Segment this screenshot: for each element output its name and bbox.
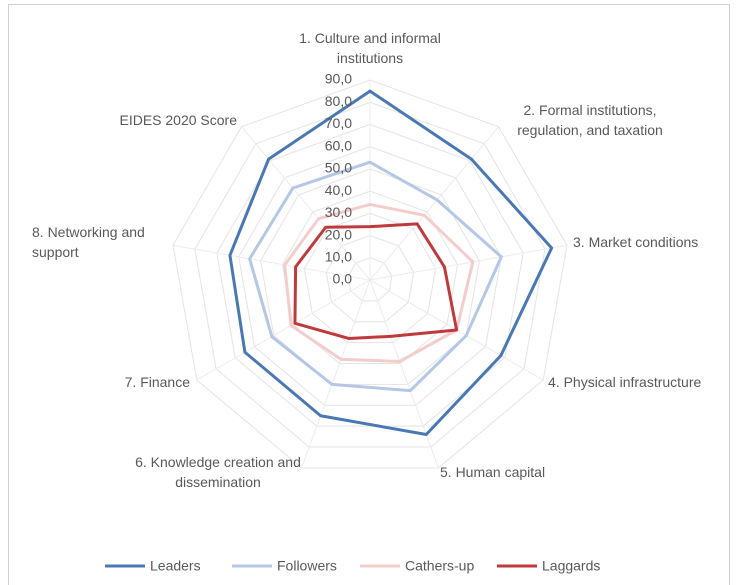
- r-tick-label: 80,0: [325, 93, 352, 109]
- spoke: [172, 244, 371, 281]
- axis-label: 8. Networking and support: [32, 224, 145, 260]
- spoke: [301, 279, 371, 469]
- grid-ring: [216, 123, 524, 427]
- axis-label: 3. Market conditions: [573, 234, 699, 250]
- legend-label: Leaders: [150, 558, 201, 574]
- axis-label: 6. Knowledge creation and dissemination: [135, 454, 301, 490]
- spoke: [196, 279, 371, 381]
- series-line: [283, 202, 475, 363]
- spoke: [241, 126, 371, 281]
- r-tick-label: 40,0: [325, 182, 352, 198]
- r-tick-label: 70,0: [325, 115, 352, 131]
- grid-ring: [325, 235, 415, 323]
- axis-label: EIDES 2020 Score: [119, 112, 237, 128]
- r-tick-label: 30,0: [325, 204, 352, 220]
- axis-label: 1. Culture and informal institutions: [299, 30, 441, 66]
- r-tick-label: 10,0: [325, 248, 352, 264]
- r-tick-label: 0,0: [333, 271, 353, 287]
- grid-ring: [194, 101, 546, 448]
- spoke: [369, 126, 499, 281]
- chart-frame: [8, 4, 730, 585]
- grid-ring: [303, 212, 437, 344]
- legend-label: Cathers-up: [405, 558, 474, 574]
- spoke: [369, 279, 439, 469]
- r-tick-label: 20,0: [325, 226, 352, 242]
- axis-label: 5. Human capital: [440, 464, 546, 480]
- legend-label: Followers: [277, 558, 337, 574]
- axis-label: 7. Finance: [124, 374, 190, 390]
- series-line: [293, 222, 459, 340]
- grid-ring: [260, 168, 480, 385]
- grid-ring: [347, 257, 393, 302]
- r-tick-label: 60,0: [325, 137, 352, 153]
- r-tick-label: 90,0: [325, 71, 352, 87]
- grid-ring: [238, 146, 502, 406]
- spoke: [369, 244, 568, 281]
- grid-ring: [172, 79, 568, 469]
- legend-label: Laggards: [542, 558, 600, 574]
- series-line: [248, 160, 503, 393]
- axis-label: 4. Physical infrastructure: [548, 374, 702, 390]
- axis-label: 2. Formal institutions, regulation, and …: [517, 102, 663, 138]
- grid-ring: [281, 190, 459, 365]
- series-line: [228, 89, 554, 437]
- r-tick-label: 50,0: [325, 160, 352, 176]
